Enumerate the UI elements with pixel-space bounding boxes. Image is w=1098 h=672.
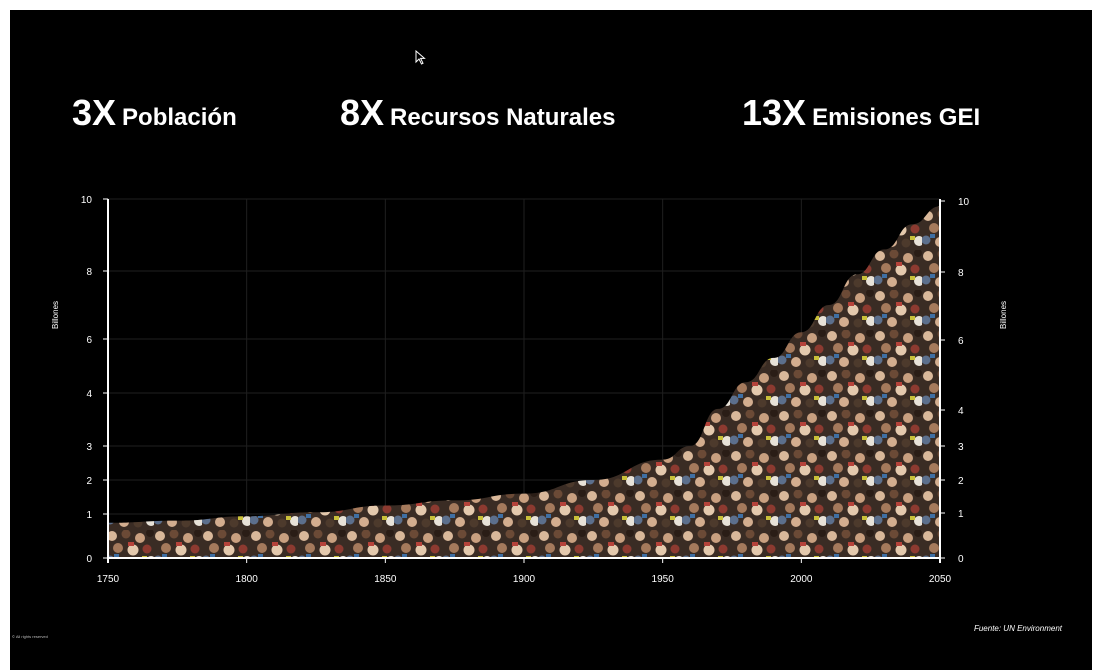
y-tick-label-left: 1 [86,510,92,521]
headline-label: Población [122,104,237,131]
y-tick-label-right: 8 [958,268,964,279]
x-tick-label: 1800 [236,574,259,585]
axis-labels: 1750 1800 1850 1900 1950 2000 2050 0 1 2 3 4 6 8 10 0 1 2… [51,195,1008,585]
y-tick-label-right: 3 [958,442,964,453]
x-tick-label: 1850 [374,574,397,585]
y-tick-label-left: 8 [86,267,92,278]
headline-multiplier: 3X [72,92,117,133]
axes [103,198,945,563]
y-tick-label-right: 6 [958,336,964,347]
y-tick-label-left: 6 [86,335,92,346]
headline-population: 3X Población [72,92,237,134]
y-tick-label-right: 2 [958,476,964,487]
headline-multiplier: 8X [340,92,385,133]
x-tick-label: 1750 [97,574,120,585]
y-axis-label-left: Billones [51,301,60,329]
headline-ghg-emissions: 13X Emisiones GEI [742,92,980,134]
headline-natural-resources: 8X Recursos Naturales [340,92,615,134]
copyright-note: © All rights reserved [12,634,48,639]
headline-multiplier: 13X [742,92,807,133]
slide: 3X Población 8X Recursos Naturales 13X Emis… [10,10,1092,670]
y-axis-label-right: Billones [999,301,1008,329]
headline-label: Recursos Naturales [390,104,616,131]
x-tick-label: 2050 [929,574,952,585]
y-tick-label-left: 2 [86,476,92,487]
source-note: Fuente: UN Environment [973,624,1062,633]
y-tick-label-right: 4 [958,406,964,417]
population-chart: 1750 1800 1850 1900 1950 2000 2050 0 1 2 3 4 6 8 10 0 1 2… [51,195,1008,585]
y-tick-label-right: 1 [958,509,964,520]
y-tick-label-left: 4 [86,389,92,400]
x-tick-label: 1950 [652,574,675,585]
population-area [108,206,940,558]
y-tick-label-left: 0 [86,554,92,565]
headline-label: Emisiones GEI [812,104,981,131]
y-tick-label-left: 3 [86,442,92,453]
y-tick-label-right: 10 [958,197,970,208]
x-tick-label: 2000 [790,574,813,585]
y-tick-label-right: 0 [958,554,964,565]
x-tick-label: 1900 [513,574,536,585]
y-tick-label-left: 10 [81,195,93,206]
mouse-cursor-icon [415,50,426,65]
